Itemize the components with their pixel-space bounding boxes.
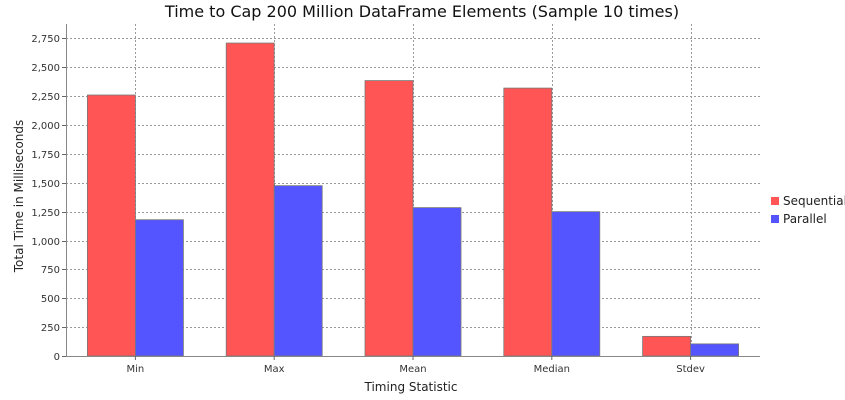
bar-sequential-mean (364, 80, 414, 357)
y-tick-label: 1,750 (31, 150, 60, 161)
bar-parallel-max (273, 185, 323, 357)
axes: 0 250 500 750 1,000 1,250 1,500 1,750 2,000 2,250… (31, 24, 760, 375)
chart-title: Time to Cap 200 Million DataFrame Elemen… (164, 2, 679, 21)
y-tick-label: 1,250 (31, 208, 60, 219)
y-axis-title: Total Time in Milliseconds (12, 120, 26, 274)
x-tick-label: Stdev (676, 364, 705, 375)
legend: Sequential Parallel (771, 194, 845, 226)
y-tick-label: 0 (54, 352, 60, 363)
bar-sequential-max (225, 42, 275, 357)
x-axis-title: Timing Statistic (364, 380, 458, 394)
y-tick-label: 2,250 (31, 92, 60, 103)
legend-swatch-sequential (771, 197, 779, 205)
bar-parallel-median (551, 211, 601, 357)
x-tick-label: Median (534, 364, 570, 375)
legend-label-sequential: Sequential (783, 194, 845, 208)
legend-swatch-parallel (771, 215, 779, 223)
x-tick-label: Max (264, 364, 285, 375)
y-tick-label: 2,500 (31, 63, 60, 74)
y-tick-label: 2,750 (31, 34, 60, 45)
legend-label-parallel: Parallel (783, 212, 827, 226)
bar-sequential-stdev (642, 335, 691, 357)
bar-sequential-median (503, 87, 553, 357)
bar-parallel-stdev (690, 343, 739, 357)
bars (87, 42, 739, 357)
y-tick-label: 1,500 (31, 179, 60, 190)
bar-sequential-min (87, 94, 136, 357)
y-tick-label: 500 (41, 294, 60, 305)
x-tick-label: Min (127, 364, 145, 375)
bar-parallel-min (134, 219, 184, 357)
x-tick-label: Mean (399, 364, 426, 375)
y-tick-label: 2,000 (31, 121, 60, 132)
bar-parallel-mean (412, 207, 462, 357)
y-tick-label: 750 (41, 265, 60, 276)
y-tick-label: 1,000 (31, 237, 60, 248)
y-tick-label: 250 (41, 323, 60, 334)
